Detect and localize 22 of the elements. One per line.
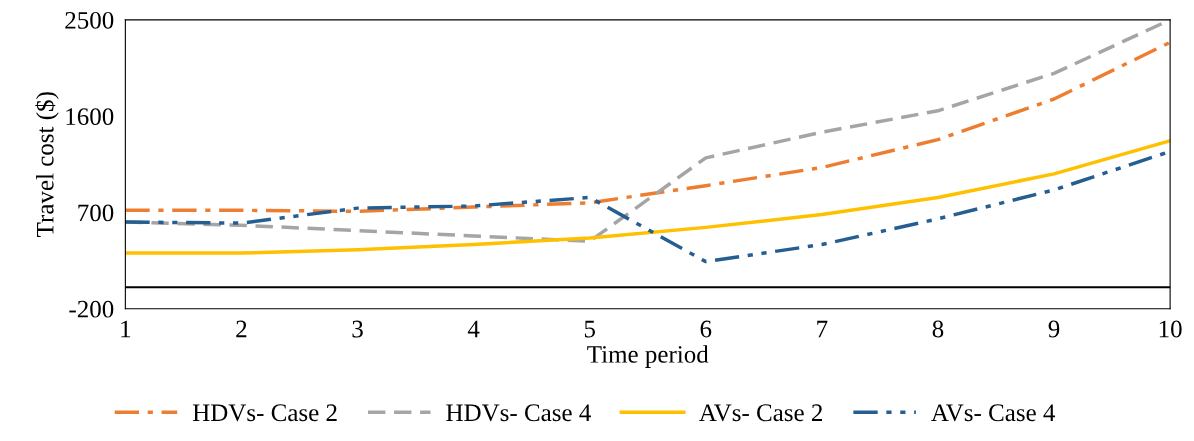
- x-tick-label: 1: [121, 320, 131, 338]
- x-tick-label: 10: [1159, 320, 1182, 338]
- y-tick-label: 2500: [65, 11, 114, 29]
- y-tick-label: 1600: [66, 108, 114, 126]
- legend-label: HDVs- Case 4: [446, 404, 591, 422]
- x-tick-label: 6: [700, 320, 712, 338]
- x-tick-label: 5: [584, 320, 595, 338]
- y-axis-title: Travel cost ($): [35, 92, 59, 237]
- x-axis-title: Time period: [587, 345, 709, 368]
- x-tick-label: 2: [236, 320, 247, 338]
- x-tick-label: 4: [467, 320, 480, 338]
- x-tick-label: 9: [1048, 320, 1060, 338]
- line-series: [125, 40, 1171, 214]
- x-tick-label: 7: [817, 320, 828, 338]
- y-tick-label: -200: [69, 300, 114, 318]
- x-tick-label: 3: [352, 320, 363, 338]
- legend-label: AVs- Case 4: [931, 404, 1056, 422]
- legend-label: AVs- Case 2: [699, 404, 822, 422]
- y-tick-label: 700: [78, 204, 114, 222]
- legend-label: HDVs- Case 2: [192, 404, 337, 422]
- x-tick-label: 8: [932, 320, 944, 338]
- line-series: [125, 139, 1171, 255]
